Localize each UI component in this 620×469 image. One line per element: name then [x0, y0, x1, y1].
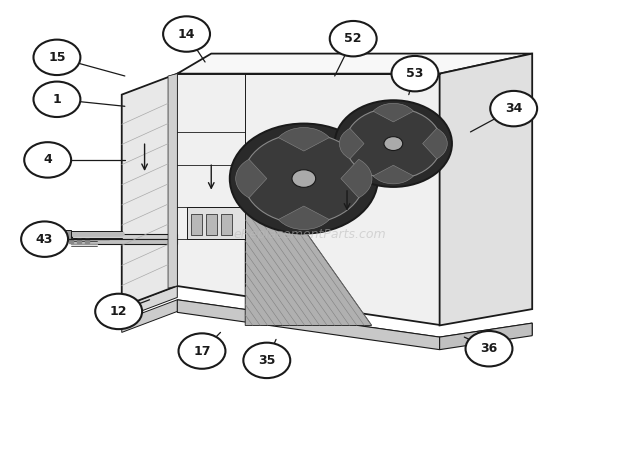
Bar: [206, 214, 217, 235]
Polygon shape: [440, 323, 532, 350]
Text: 43: 43: [36, 233, 53, 246]
Circle shape: [21, 221, 68, 257]
Ellipse shape: [345, 108, 441, 179]
Bar: [191, 214, 202, 235]
Wedge shape: [339, 129, 364, 159]
Wedge shape: [278, 128, 329, 151]
Polygon shape: [177, 300, 440, 350]
Polygon shape: [177, 53, 532, 74]
Ellipse shape: [230, 123, 378, 234]
Circle shape: [466, 331, 513, 366]
Ellipse shape: [384, 136, 403, 151]
Wedge shape: [341, 159, 372, 198]
Wedge shape: [278, 206, 329, 229]
Polygon shape: [73, 239, 177, 244]
Circle shape: [243, 343, 290, 378]
Circle shape: [33, 39, 81, 75]
Text: 34: 34: [505, 102, 523, 115]
Circle shape: [391, 56, 438, 91]
Polygon shape: [168, 74, 177, 288]
Polygon shape: [73, 234, 177, 239]
Polygon shape: [122, 74, 177, 307]
Wedge shape: [423, 129, 447, 159]
Circle shape: [95, 294, 142, 329]
Text: 36: 36: [480, 342, 498, 355]
Polygon shape: [122, 300, 532, 349]
Ellipse shape: [243, 134, 365, 224]
Text: 52: 52: [345, 32, 362, 45]
Text: 14: 14: [178, 28, 195, 40]
Wedge shape: [236, 159, 267, 198]
Circle shape: [33, 82, 81, 117]
Circle shape: [330, 21, 377, 56]
Polygon shape: [440, 53, 532, 325]
Polygon shape: [187, 206, 245, 239]
Wedge shape: [373, 103, 414, 122]
Circle shape: [24, 142, 71, 178]
Polygon shape: [177, 74, 440, 325]
Bar: [221, 214, 232, 235]
Text: 53: 53: [406, 67, 423, 80]
Polygon shape: [245, 146, 372, 325]
Ellipse shape: [335, 100, 452, 187]
Text: 12: 12: [110, 305, 128, 318]
Text: eReplacementParts.com: eReplacementParts.com: [234, 228, 386, 241]
Bar: [60, 230, 71, 239]
Text: 35: 35: [258, 354, 275, 367]
Circle shape: [179, 333, 226, 369]
Wedge shape: [373, 165, 414, 184]
Polygon shape: [109, 286, 177, 321]
Ellipse shape: [292, 170, 316, 187]
Text: 17: 17: [193, 345, 211, 357]
Text: 4: 4: [43, 153, 52, 166]
Text: 1: 1: [53, 93, 61, 106]
Text: 15: 15: [48, 51, 66, 64]
Circle shape: [163, 16, 210, 52]
Circle shape: [490, 91, 537, 126]
